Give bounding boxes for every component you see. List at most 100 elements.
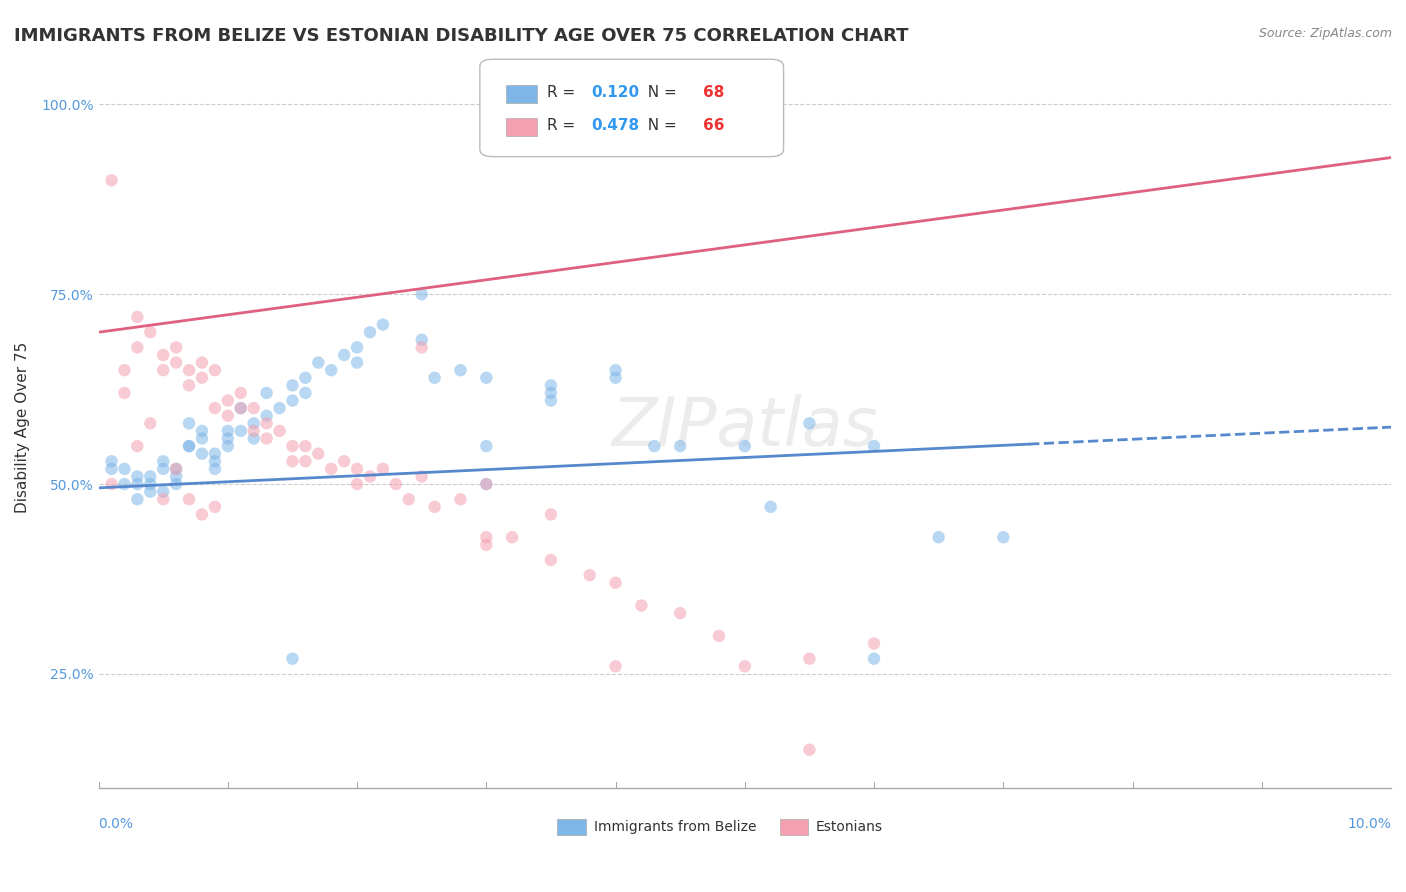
Point xyxy=(281,651,304,665)
Point xyxy=(928,530,950,544)
Point xyxy=(152,492,174,507)
Point xyxy=(385,477,408,491)
Point xyxy=(423,370,446,384)
Point xyxy=(321,363,343,377)
Point xyxy=(127,492,149,507)
Point xyxy=(127,469,149,483)
FancyBboxPatch shape xyxy=(506,118,537,136)
Point xyxy=(423,500,446,514)
Point xyxy=(993,530,1015,544)
Point xyxy=(863,439,886,453)
Point xyxy=(475,538,498,552)
Point xyxy=(100,454,122,468)
Point xyxy=(139,469,162,483)
Point xyxy=(242,417,264,431)
Point xyxy=(139,417,162,431)
Point xyxy=(191,508,214,522)
Point xyxy=(605,370,627,384)
FancyBboxPatch shape xyxy=(506,85,537,103)
Point xyxy=(605,575,627,590)
Point xyxy=(242,424,264,438)
Point xyxy=(411,287,433,301)
Point xyxy=(152,462,174,476)
Point xyxy=(191,432,214,446)
Point xyxy=(256,409,278,423)
Point xyxy=(139,484,162,499)
Point xyxy=(734,439,756,453)
Point xyxy=(191,370,214,384)
Point xyxy=(759,500,782,514)
Point xyxy=(217,432,239,446)
Point xyxy=(127,477,149,491)
Point xyxy=(294,439,316,453)
Text: R =: R = xyxy=(547,118,581,133)
Point xyxy=(540,378,562,392)
Point xyxy=(281,454,304,468)
Point xyxy=(294,386,316,401)
Point xyxy=(799,417,821,431)
Point xyxy=(204,363,226,377)
Point xyxy=(371,462,394,476)
Point xyxy=(177,378,200,392)
Point xyxy=(204,500,226,514)
Point xyxy=(398,492,420,507)
Point xyxy=(165,340,187,354)
Point xyxy=(204,401,226,416)
Point xyxy=(411,333,433,347)
Point xyxy=(863,636,886,650)
Point xyxy=(165,355,187,369)
Point xyxy=(204,462,226,476)
Point xyxy=(165,477,187,491)
Point xyxy=(191,447,214,461)
Point xyxy=(346,477,368,491)
Point xyxy=(152,348,174,362)
Point xyxy=(204,447,226,461)
Point xyxy=(177,417,200,431)
Point xyxy=(139,477,162,491)
Point xyxy=(475,370,498,384)
Point xyxy=(114,462,136,476)
Point xyxy=(281,393,304,408)
Point xyxy=(734,659,756,673)
Y-axis label: Disability Age Over 75: Disability Age Over 75 xyxy=(15,342,30,513)
Point xyxy=(294,370,316,384)
Point xyxy=(630,599,652,613)
Point xyxy=(114,363,136,377)
Point xyxy=(165,462,187,476)
Point xyxy=(411,340,433,354)
Point xyxy=(643,439,665,453)
Text: Immigrants from Belize: Immigrants from Belize xyxy=(593,820,756,834)
Point xyxy=(540,508,562,522)
Text: 10.0%: 10.0% xyxy=(1347,816,1391,830)
Point xyxy=(540,386,562,401)
Point xyxy=(333,348,356,362)
Point xyxy=(242,432,264,446)
Point xyxy=(321,462,343,476)
Point xyxy=(605,659,627,673)
Point xyxy=(799,743,821,757)
Point xyxy=(177,439,200,453)
Point xyxy=(371,318,394,332)
Point xyxy=(863,651,886,665)
Point xyxy=(294,454,316,468)
Point xyxy=(333,454,356,468)
Point xyxy=(242,401,264,416)
Point xyxy=(217,424,239,438)
Point xyxy=(127,340,149,354)
FancyBboxPatch shape xyxy=(479,59,783,157)
Text: N =: N = xyxy=(637,85,681,100)
Point xyxy=(127,439,149,453)
Point xyxy=(359,325,381,339)
Text: R =: R = xyxy=(547,85,581,100)
Point xyxy=(669,606,692,620)
Point xyxy=(229,424,252,438)
Text: 0.0%: 0.0% xyxy=(98,816,134,830)
Point xyxy=(605,363,627,377)
Point xyxy=(281,439,304,453)
Point xyxy=(114,477,136,491)
Point xyxy=(177,439,200,453)
Point xyxy=(217,409,239,423)
Point xyxy=(256,386,278,401)
Point xyxy=(475,477,498,491)
Point xyxy=(411,469,433,483)
